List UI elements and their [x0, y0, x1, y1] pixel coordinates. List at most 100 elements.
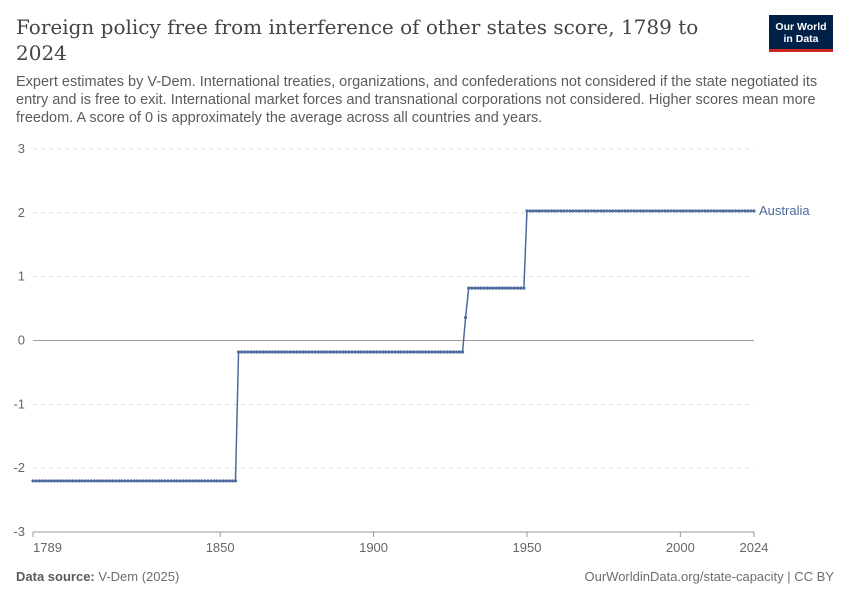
data-point[interactable] — [224, 479, 228, 483]
data-point[interactable] — [752, 209, 756, 213]
data-point[interactable] — [608, 209, 612, 213]
data-point[interactable] — [712, 209, 716, 213]
data-point[interactable] — [304, 350, 308, 354]
data-point[interactable] — [424, 350, 428, 354]
data-point[interactable] — [289, 350, 293, 354]
data-point[interactable] — [95, 479, 100, 483]
data-point[interactable] — [77, 479, 81, 483]
data-point[interactable] — [68, 479, 72, 483]
data-point[interactable] — [258, 350, 262, 354]
data-point[interactable] — [246, 350, 250, 354]
data-point[interactable] — [513, 286, 517, 290]
data-point[interactable] — [641, 209, 646, 213]
data-point[interactable] — [654, 209, 658, 213]
data-point[interactable] — [325, 350, 330, 354]
data-point[interactable] — [473, 286, 477, 290]
data-point[interactable] — [375, 350, 379, 354]
data-point[interactable] — [230, 479, 235, 483]
data-point[interactable] — [126, 479, 130, 483]
data-point[interactable] — [617, 209, 621, 213]
data-point[interactable] — [534, 209, 538, 213]
data-point[interactable] — [602, 209, 606, 213]
data-source-value[interactable]: V-Dem (2025) — [98, 569, 180, 584]
data-point[interactable] — [252, 350, 256, 354]
data-point[interactable] — [531, 209, 535, 213]
data-point[interactable] — [623, 209, 627, 213]
data-point[interactable] — [218, 479, 222, 483]
data-point[interactable] — [362, 350, 366, 354]
data-point[interactable] — [540, 209, 544, 213]
data-point[interactable] — [59, 479, 63, 483]
data-point[interactable] — [172, 479, 176, 483]
data-point[interactable] — [341, 350, 345, 354]
data-point[interactable] — [497, 286, 501, 290]
data-point[interactable] — [169, 479, 173, 483]
data-point[interactable] — [316, 350, 320, 354]
data-point[interactable] — [740, 209, 744, 213]
data-point[interactable] — [589, 209, 593, 213]
data-point[interactable] — [338, 350, 342, 354]
data-point[interactable] — [611, 209, 615, 213]
data-point[interactable] — [494, 286, 498, 290]
data-point[interactable] — [746, 209, 750, 213]
data-point[interactable] — [83, 479, 87, 483]
data-point[interactable] — [240, 350, 244, 354]
data-point[interactable] — [421, 350, 425, 354]
data-point[interactable] — [417, 350, 422, 354]
data-point[interactable] — [31, 479, 35, 483]
data-point[interactable] — [556, 209, 560, 213]
data-point[interactable] — [635, 209, 640, 213]
data-point[interactable] — [335, 350, 339, 354]
data-point[interactable] — [405, 350, 409, 354]
data-point[interactable] — [52, 479, 57, 483]
data-point[interactable] — [448, 350, 452, 354]
data-point[interactable] — [163, 479, 167, 483]
data-point[interactable] — [525, 209, 529, 213]
data-point[interactable] — [178, 479, 182, 483]
data-point[interactable] — [301, 350, 305, 354]
data-point[interactable] — [645, 209, 649, 213]
data-point[interactable] — [353, 350, 357, 354]
data-point[interactable] — [98, 479, 103, 483]
data-point[interactable] — [460, 350, 465, 354]
data-point[interactable] — [286, 350, 290, 354]
data-point[interactable] — [543, 209, 547, 213]
data-point[interactable] — [359, 350, 363, 354]
data-point[interactable] — [727, 209, 732, 213]
data-point[interactable] — [436, 350, 440, 354]
data-point[interactable] — [657, 209, 661, 213]
data-point[interactable] — [638, 209, 643, 213]
data-point[interactable] — [592, 209, 597, 213]
data-point[interactable] — [40, 479, 44, 483]
data-point[interactable] — [565, 209, 569, 213]
data-point[interactable] — [151, 479, 155, 483]
data-point[interactable] — [506, 286, 511, 290]
data-point[interactable] — [651, 209, 655, 213]
data-point[interactable] — [648, 209, 652, 213]
data-point[interactable] — [267, 350, 271, 354]
data-point[interactable] — [516, 286, 520, 290]
data-point[interactable] — [427, 350, 431, 354]
data-point[interactable] — [138, 479, 142, 483]
data-point[interactable] — [583, 209, 587, 213]
data-point[interactable] — [476, 286, 480, 290]
data-point[interactable] — [313, 350, 317, 354]
data-point[interactable] — [503, 286, 508, 290]
data-point[interactable] — [322, 350, 327, 354]
data-point[interactable] — [399, 350, 403, 354]
data-point[interactable] — [129, 479, 133, 483]
data-point[interactable] — [485, 286, 489, 290]
data-point[interactable] — [197, 479, 201, 483]
data-point[interactable] — [347, 350, 351, 354]
data-point[interactable] — [144, 479, 149, 483]
data-point[interactable] — [365, 350, 370, 354]
data-point[interactable] — [43, 479, 47, 483]
data-point[interactable] — [215, 479, 219, 483]
data-point[interactable] — [733, 209, 738, 213]
data-point[interactable] — [371, 350, 376, 354]
data-point[interactable] — [454, 350, 458, 354]
data-point[interactable] — [559, 209, 563, 213]
data-point[interactable] — [160, 479, 164, 483]
data-point[interactable] — [482, 286, 486, 290]
data-point[interactable] — [666, 209, 670, 213]
